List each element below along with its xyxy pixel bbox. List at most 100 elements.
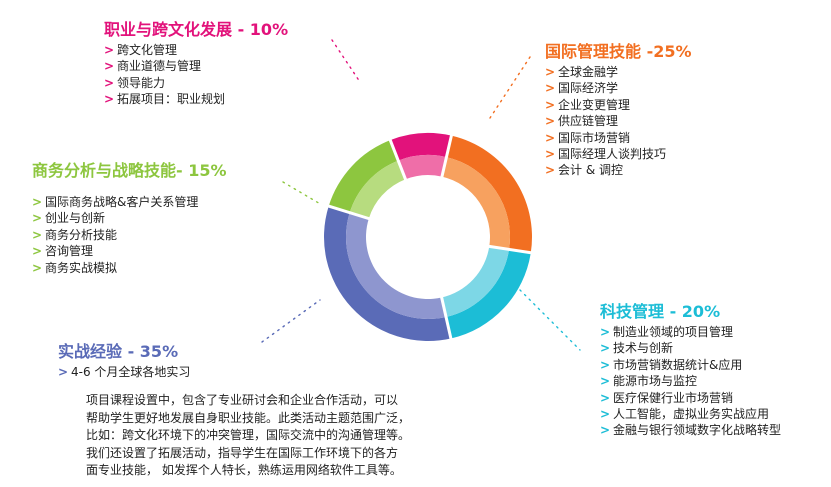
- career-list-item: > 跨文化管理: [104, 42, 288, 58]
- business-list-item-label: 国际商务战略&客户关系管理: [45, 195, 199, 209]
- international-list-item-label: 国际经济学: [558, 81, 619, 96]
- business-list-item-label: 商务分析技能: [45, 227, 118, 242]
- donut-slice-outer: [328, 140, 399, 213]
- chevron-right-icon: >: [32, 260, 43, 275]
- chevron-right-icon: >: [600, 407, 611, 422]
- business-section: 商务分析与战略技能- 15% > 国际商务战略&客户关系管理 > 创业与创新 > 商务分析…: [32, 157, 227, 276]
- international-list-item: > 全球金融学: [545, 64, 692, 80]
- tech-list-item-label: 技术与创新: [613, 341, 674, 356]
- tech-connector: [519, 289, 581, 351]
- international-title: 国际管理技能 -25%: [545, 38, 692, 62]
- donut-slice-outer: [446, 249, 531, 339]
- description-line: 比如：跨文化环境下的冲突管理，国际交流中的沟通管理等。: [86, 428, 411, 443]
- tech-list-item: > 金融与银行领域数字化战略转型: [600, 422, 781, 438]
- donut-slice-inner: [398, 154, 447, 180]
- international-list-item-label: 国际经理人谈判技巧: [558, 147, 667, 162]
- description-line: 项目课程设置中，包含了专业研讨会和企业合作活动，可以: [86, 393, 399, 407]
- chevron-right-icon: >: [32, 195, 43, 209]
- donut-slice-gap: [439, 296, 453, 340]
- donut-slice-inner: [441, 157, 510, 250]
- description-paragraph: 项目课程设置中，包含了专业研讨会和企业合作活动，可以 帮助学生更好地发展自身职业…: [86, 392, 448, 480]
- international-list-item: > 会计 & 调控: [545, 162, 692, 178]
- chevron-right-icon: >: [545, 147, 556, 162]
- tech-list-item: > 能源市场与监控: [600, 373, 781, 389]
- business-list-item-label: 咨询管理: [45, 244, 94, 259]
- business-list-item: > 商务实战模拟: [32, 260, 227, 276]
- business-list-item: > 咨询管理: [32, 243, 227, 259]
- chevron-right-icon: >: [600, 390, 611, 405]
- tech-title-text: 科技管理: [600, 302, 665, 321]
- chevron-right-icon: >: [545, 130, 556, 145]
- business-title: 商务分析与战略技能- 15%: [32, 157, 227, 181]
- practical-title-text: 实战经验: [58, 342, 123, 361]
- practical-section: 实战经验 - 35% >4-6 个月全球各地实习: [58, 338, 190, 380]
- tech-list-item-label: 市场营销数据统计&应用: [613, 357, 743, 372]
- business-title-text: 商务分析与战略技能: [32, 161, 177, 180]
- donut-slice-gap: [388, 138, 408, 181]
- chevron-right-icon: >: [545, 97, 556, 112]
- chevron-right-icon: >: [600, 341, 611, 356]
- business-list-item: > 创业与创新: [32, 210, 227, 226]
- business-percent: - 15%: [176, 161, 227, 180]
- donut-slice-outer: [446, 135, 532, 253]
- international-list-item: > 国际经济学: [545, 80, 692, 96]
- donut-slice-gap: [440, 134, 454, 178]
- description-line: 面专业技能， 如发挥个人特长，熟练运用网络软件工具等。: [86, 463, 402, 478]
- practical-list-item: >4-6 个月全球各地实习: [58, 364, 190, 380]
- chevron-right-icon: >: [32, 211, 43, 226]
- description-line: 帮助学生更好地发展自身职业技能。此类活动主题范围广泛，: [86, 410, 411, 425]
- international-connector: [489, 56, 531, 119]
- chevron-right-icon: >: [545, 65, 556, 79]
- practical-connector: [261, 299, 321, 343]
- donut-slice-gap: [327, 204, 371, 221]
- international-title-text: 国际管理技能: [545, 42, 642, 61]
- career-list-item: > 拓展项目：职业规划: [104, 91, 288, 107]
- chevron-right-icon: >: [600, 357, 611, 372]
- chevron-right-icon: >: [600, 423, 611, 438]
- tech-list-item: > 技术与创新: [600, 340, 781, 356]
- career-list-item-label: 领导能力: [117, 75, 166, 90]
- international-list-item-label: 国际市场营销: [558, 130, 631, 145]
- chevron-right-icon: >: [600, 325, 611, 339]
- career-section: 职业与跨文化发展 - 10% > 跨文化管理 > 商业道德与管理 > 领导能力 > 拓展项目：…: [104, 16, 288, 108]
- tech-list-item-label: 人工智能，虚拟业务实战应用: [613, 407, 770, 422]
- donut-slice-outer: [390, 133, 452, 161]
- chevron-right-icon: >: [58, 365, 69, 379]
- international-list-item-label: 企业变更管理: [558, 97, 631, 112]
- chevron-right-icon: >: [32, 227, 43, 242]
- tech-list-item: > 制造业领域的项目管理: [600, 324, 781, 340]
- chevron-right-icon: >: [32, 244, 43, 259]
- donut-slice-inner: [441, 246, 510, 317]
- chevron-right-icon: >: [545, 163, 556, 178]
- career-list-item: > 领导能力: [104, 75, 288, 91]
- practical-title: 实战经验 - 35%: [58, 338, 190, 362]
- career-connector: [331, 39, 361, 83]
- chevron-right-icon: >: [545, 81, 556, 96]
- tech-title: 科技管理 - 20%: [600, 298, 781, 322]
- business-connector: [282, 181, 323, 206]
- international-list-item: > 供应链管理: [545, 113, 692, 129]
- career-list: > 跨文化管理 > 商业道德与管理 > 领导能力 > 拓展项目：职业规划: [104, 42, 288, 108]
- practical-list: >4-6 个月全球各地实习: [58, 364, 190, 380]
- donut-slice-inner: [349, 160, 406, 219]
- tech-list-item-label: 医疗保健行业市场营销: [613, 390, 734, 405]
- career-title-text: 职业与跨文化发展: [104, 20, 233, 39]
- tech-percent: - 20%: [664, 302, 721, 321]
- chevron-right-icon: >: [104, 59, 115, 74]
- career-list-item-label: 商业道德与管理: [117, 59, 202, 74]
- chevron-right-icon: >: [104, 92, 115, 107]
- international-section: 国际管理技能 -25% > 全球金融学 > 国际经济学 > 企业变更管理 > 供应链管理 > 国际…: [545, 38, 692, 179]
- tech-list-item-label: 能源市场与监控: [613, 374, 698, 389]
- tech-list-item-label: 制造业领域的项目管理: [613, 325, 734, 339]
- business-list: > 国际商务战略&客户关系管理 > 创业与创新 > 商务分析技能 > 咨询管理 > 商务实战模拟: [32, 194, 227, 276]
- international-list: > 全球金融学 > 国际经济学 > 企业变更管理 > 供应链管理 > 国际市场营销 > 国际经理人谈判…: [545, 64, 692, 179]
- career-list-item-label: 跨文化管理: [117, 43, 178, 57]
- donut-slice-inner: [346, 212, 447, 319]
- career-title: 职业与跨文化发展 - 10%: [104, 16, 288, 40]
- international-list-item: > 国际经理人谈判技巧: [545, 146, 692, 162]
- international-list-item-label: 会计 & 调控: [558, 163, 623, 178]
- international-list-item: > 企业变更管理: [545, 97, 692, 113]
- business-list-item: > 商务分析技能: [32, 227, 227, 243]
- international-percent: -25%: [641, 42, 692, 61]
